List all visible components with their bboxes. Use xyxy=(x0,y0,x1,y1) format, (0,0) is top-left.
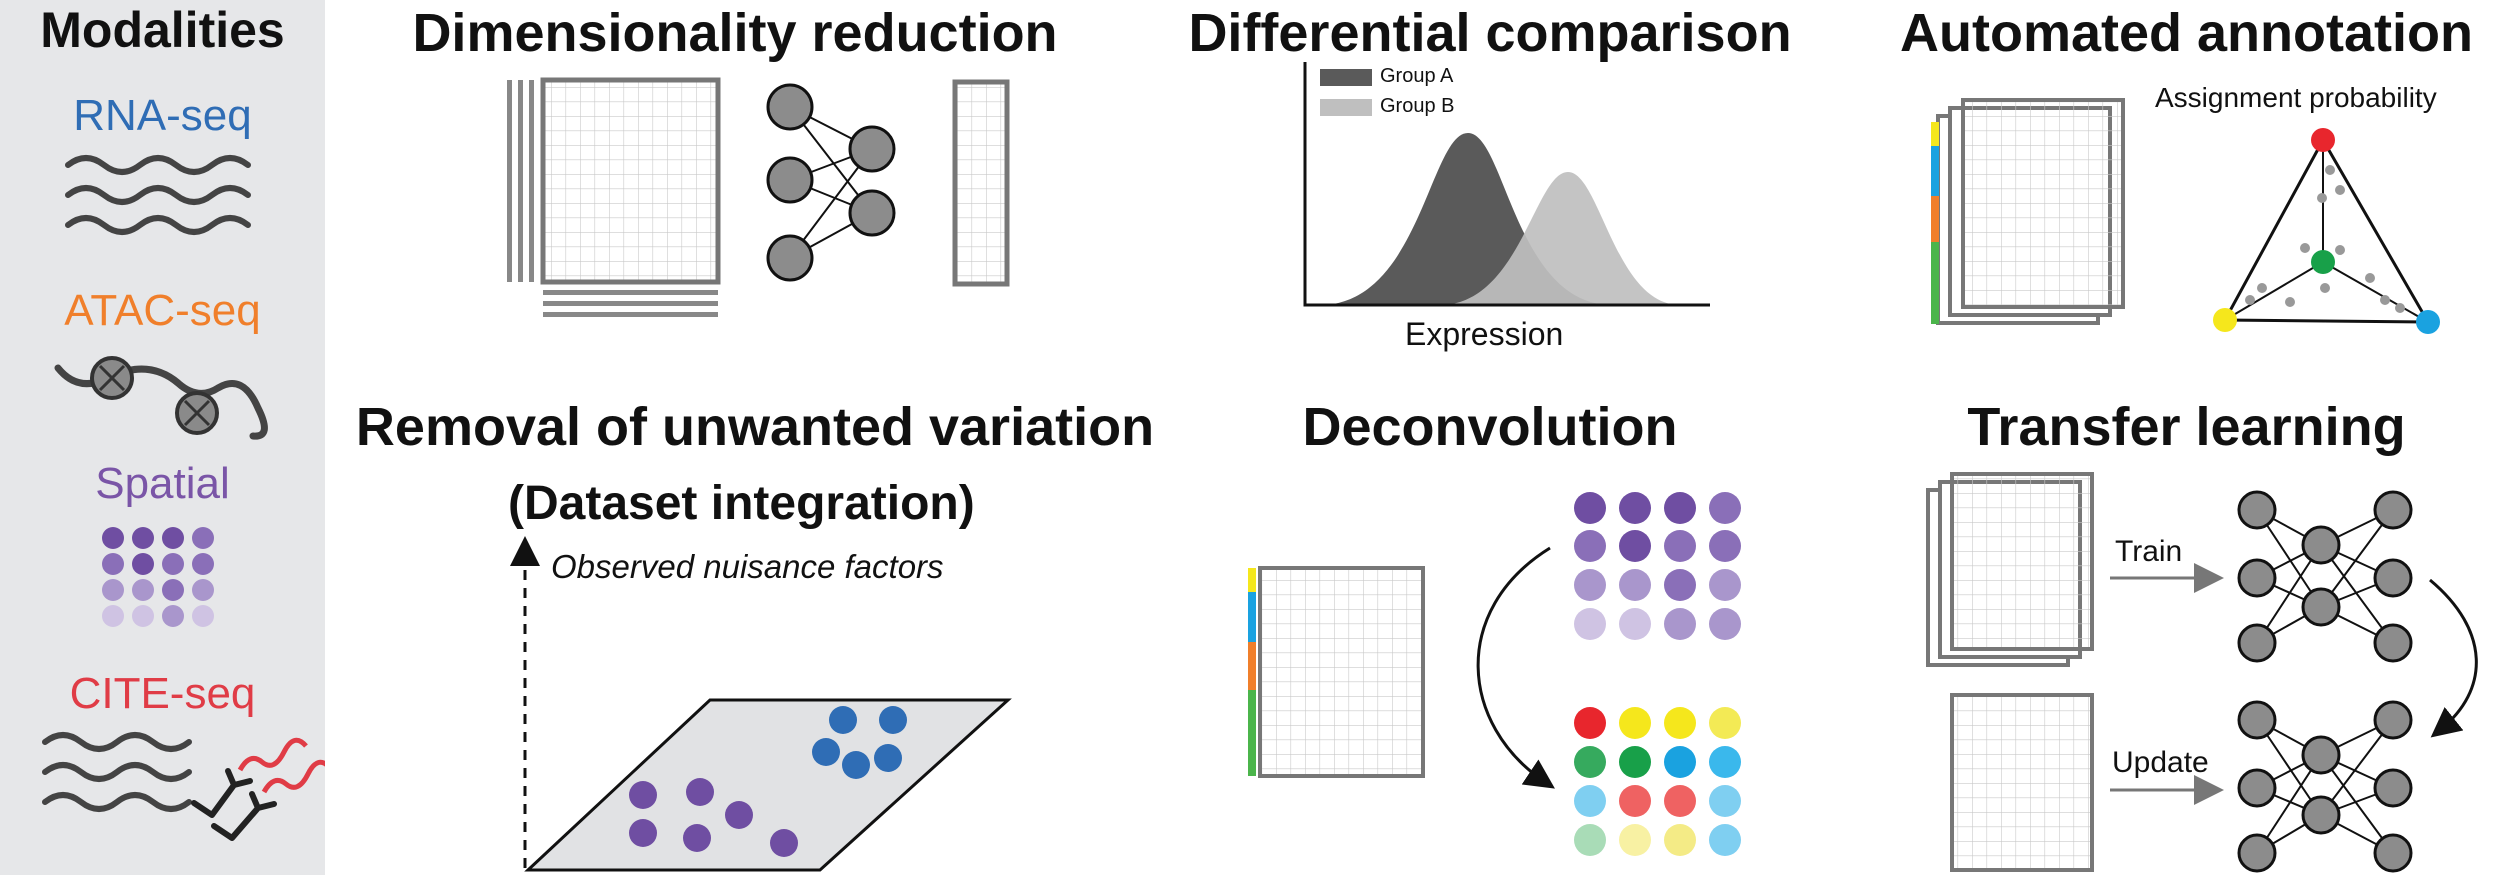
cell-type-spots-grid xyxy=(1574,707,1741,856)
dataset-integration-subtitle: (Dataset integration) xyxy=(508,477,975,530)
deconvolution-title: Deconvolution xyxy=(1302,397,1678,457)
assignment-probability-caption: Assignment probability xyxy=(2155,82,2437,113)
modality-cite-seq-label: CITE-seq xyxy=(69,669,256,718)
dataset-integration-diagram xyxy=(510,536,1012,872)
modalities-sidebar: Modalities RNA-seq ATAC-seq Spatial CITE… xyxy=(0,0,325,875)
legend-group-b-label: Group B xyxy=(1380,95,1455,117)
updated-network-icon xyxy=(2237,700,2413,873)
modality-spatial-label: Spatial xyxy=(95,459,230,508)
removal-unwanted-variation-title: Removal of unwanted variation xyxy=(355,397,1155,457)
modality-rna-seq-label: RNA-seq xyxy=(73,91,252,140)
antibody-icon xyxy=(42,732,325,841)
dimensionality-reduction-title: Dimensionality reduction xyxy=(412,3,1058,63)
nuisance-axis-label: Observed nuisance factors xyxy=(551,548,944,585)
legend-group-a-label: Group A xyxy=(1380,65,1454,87)
modality-atac-seq-label: ATAC-seq xyxy=(64,286,261,335)
latent-matrix-icon xyxy=(952,79,1010,287)
batch-two-cells xyxy=(812,706,907,779)
query-data-matrix xyxy=(1950,693,2094,872)
transfer-learning-diagram xyxy=(1926,472,2478,873)
legend-group-a-swatch xyxy=(1320,69,1372,86)
modality-icons xyxy=(42,155,325,841)
deconvolution-diagram xyxy=(1248,492,1741,856)
autoencoder-network-icon xyxy=(766,83,896,282)
chromatin-icon xyxy=(54,356,268,440)
input-matrix-icon xyxy=(507,77,721,317)
expression-axis-label: Expression xyxy=(1405,316,1564,352)
spatial-spots-grid xyxy=(1574,492,1741,640)
assignment-triangle xyxy=(2213,128,2440,334)
train-label: Train xyxy=(2115,535,2183,568)
spatial-grid-icon xyxy=(102,527,214,627)
trained-network-icon xyxy=(2237,490,2413,663)
dimensionality-reduction-diagram xyxy=(507,77,1010,317)
reference-data-stack xyxy=(1926,472,2094,667)
transfer-learning-title: Transfer learning xyxy=(1967,397,2406,457)
legend-group-b-swatch xyxy=(1320,99,1372,116)
modalities-title: Modalities xyxy=(40,2,285,58)
update-label: Update xyxy=(2112,746,2209,779)
automated-annotation-title: Automated annotation xyxy=(1900,3,2473,63)
automated-annotation-diagram xyxy=(1931,98,2440,334)
differential-comparison-title: Differential comparison xyxy=(1188,3,1792,63)
rna-wave-icon xyxy=(65,155,251,235)
batch-one-cells xyxy=(629,778,798,857)
differential-comparison-chart xyxy=(1303,62,1710,307)
